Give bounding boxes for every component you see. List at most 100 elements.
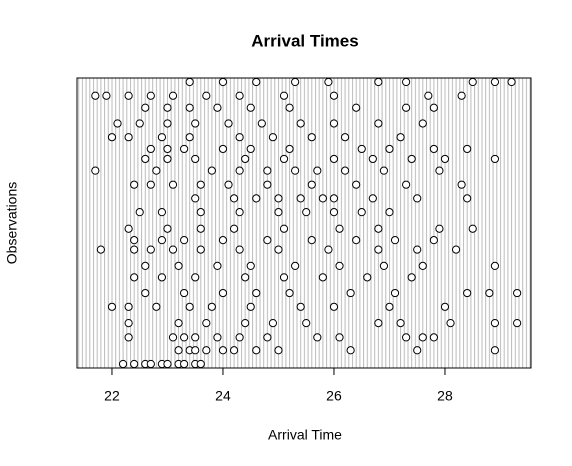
point (263, 166, 272, 175)
point (196, 208, 205, 217)
point (124, 319, 133, 328)
point (429, 333, 438, 342)
point (163, 119, 172, 128)
point (180, 333, 189, 342)
y-axis-label: Observations (4, 182, 20, 264)
point (363, 273, 372, 282)
point (174, 261, 183, 270)
point (168, 180, 178, 189)
point (402, 77, 411, 87)
point (313, 166, 322, 175)
point (490, 154, 500, 164)
point (224, 119, 233, 128)
point (429, 144, 438, 154)
point (191, 119, 200, 128)
point (285, 144, 294, 154)
point (196, 180, 205, 189)
point (418, 333, 427, 342)
point (191, 346, 200, 355)
point (435, 166, 444, 175)
point (329, 194, 339, 203)
point (152, 302, 161, 311)
point (263, 180, 272, 189)
point (451, 245, 461, 254)
point (235, 333, 244, 342)
point (241, 319, 250, 328)
point (279, 154, 289, 164)
point (274, 346, 283, 355)
x-tick-label: 22 (104, 388, 120, 404)
point (374, 119, 383, 128)
point (296, 194, 305, 203)
point (196, 224, 205, 233)
point (252, 77, 261, 87)
point (235, 91, 244, 100)
point (141, 103, 150, 112)
point (268, 319, 278, 328)
point (141, 261, 150, 270)
point (235, 208, 244, 217)
point (413, 245, 422, 254)
point (296, 302, 305, 311)
point (357, 144, 366, 154)
point (157, 133, 167, 142)
point (418, 119, 427, 128)
point (507, 77, 516, 87)
point (374, 77, 383, 87)
point (307, 236, 316, 245)
point (241, 154, 250, 164)
point (268, 133, 278, 142)
point (413, 194, 422, 203)
point (440, 302, 450, 311)
point (168, 245, 178, 254)
point (313, 333, 322, 342)
point (424, 91, 433, 100)
point (130, 273, 139, 282)
point (302, 319, 311, 328)
point (291, 77, 300, 87)
point (463, 288, 472, 298)
point (490, 319, 500, 328)
point (346, 346, 355, 355)
point (490, 346, 500, 355)
point (307, 180, 316, 189)
point (263, 333, 272, 342)
point (141, 154, 150, 164)
point (279, 273, 289, 282)
point (180, 288, 189, 298)
point (185, 302, 194, 311)
point (435, 224, 444, 233)
point (402, 103, 411, 112)
point (235, 133, 244, 142)
point (252, 346, 261, 355)
x-tick-label: 28 (437, 388, 453, 404)
point (107, 133, 117, 142)
point (246, 103, 255, 112)
point (163, 224, 172, 233)
point (402, 180, 411, 189)
point (163, 144, 172, 154)
point (224, 180, 233, 189)
point (202, 319, 211, 328)
point (146, 245, 155, 254)
point (229, 194, 239, 203)
point (146, 144, 155, 154)
point (157, 273, 167, 282)
point (191, 194, 200, 203)
point (513, 319, 522, 328)
point (146, 180, 155, 189)
point (207, 302, 216, 311)
point (285, 288, 294, 298)
point (352, 103, 361, 112)
point (135, 208, 144, 217)
point (118, 359, 128, 369)
point (163, 359, 172, 369)
point (390, 236, 400, 245)
point (291, 261, 300, 270)
point (457, 180, 466, 189)
point (191, 273, 200, 282)
point (218, 77, 228, 87)
point (263, 236, 272, 245)
point (407, 154, 416, 164)
point (124, 302, 133, 311)
